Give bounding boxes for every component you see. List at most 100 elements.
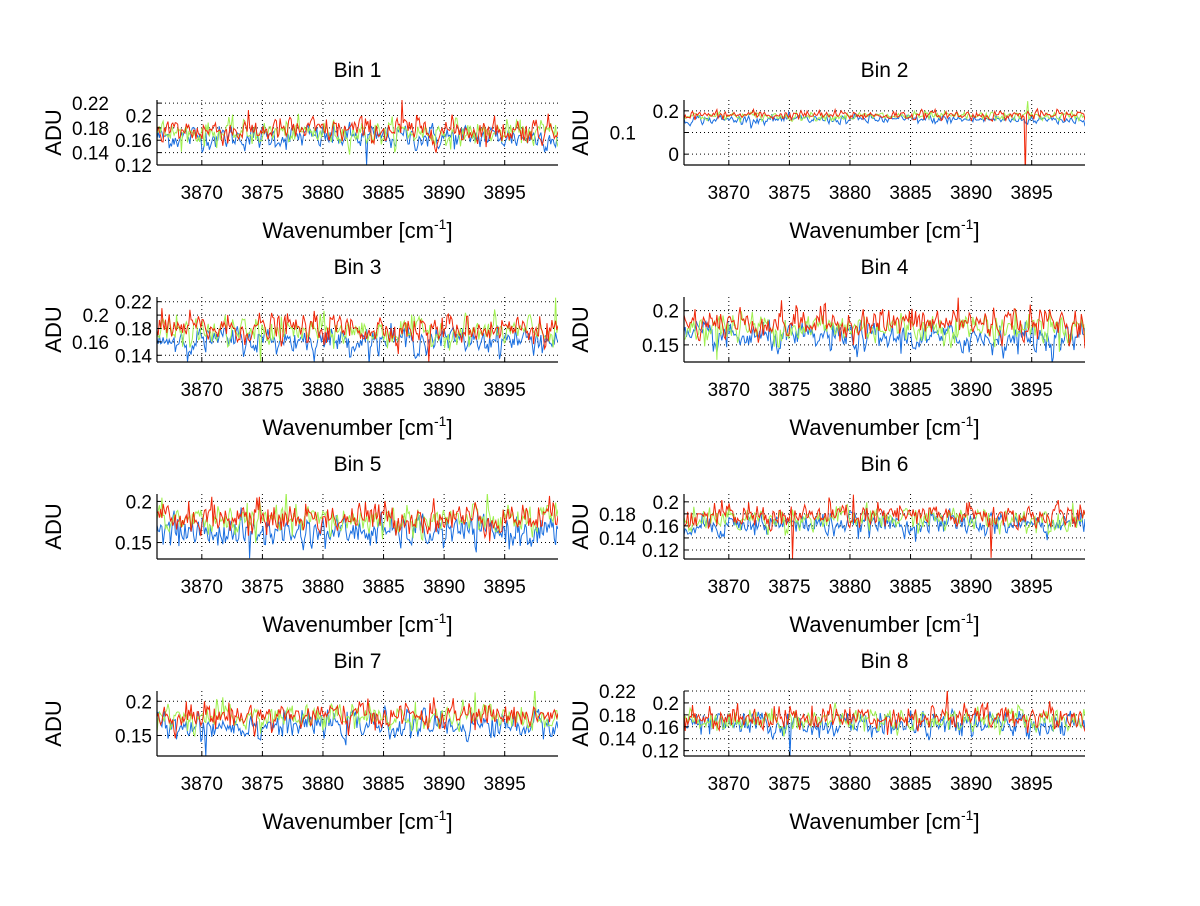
x-tick-label: 3880 [829, 774, 871, 795]
x-tick-label: 3870 [181, 380, 223, 401]
x-axis-label: Wavenumber [cm-1] [262, 610, 452, 637]
series-line-red [684, 107, 1085, 165]
series-line-blue [684, 707, 1085, 756]
y-tick-label: 0.2 [126, 692, 152, 713]
y-tick-label: 0.16 [72, 333, 109, 354]
x-axis-label-main: Wavenumber [cm [789, 218, 961, 243]
series-group [684, 691, 1085, 756]
series-line-red [684, 691, 1085, 735]
x-tick-label: 3870 [708, 380, 750, 401]
x-tick-label: 3880 [829, 380, 871, 401]
subplot-bin-5: 3870 3875 3880 3885 3890 3895 0.15 0.2 Bin 5 ADU W… [41, 453, 558, 637]
x-tick-label: 3875 [768, 577, 810, 598]
subplot-bin-7: 3870 3875 3880 3885 3890 3895 0.15 0.2 Bin 7 ADU W… [41, 650, 558, 834]
series-group [684, 494, 1085, 559]
x-tick-label: 3890 [950, 380, 992, 401]
x-axis-label-close: ] [446, 415, 452, 440]
y-axis-label: ADU [568, 700, 593, 746]
x-axis-label-sup: -1 [961, 807, 974, 823]
x-tick-label: 3895 [1011, 183, 1053, 204]
subplot-bin-3: 3870 3875 3880 3885 3890 3895 0.14 0.16 0.18 0.2 0… [41, 256, 558, 440]
subplot-bin-6: 3870 3875 3880 3885 3890 3895 0.12 0.14 0.16 0.18… [568, 453, 1085, 637]
x-axis-label-main: Wavenumber [cm [789, 415, 961, 440]
y-tick-label: 0.16 [642, 718, 679, 739]
x-tick-label: 3880 [302, 380, 344, 401]
series-line-blue [157, 323, 558, 362]
x-tick-label: 3875 [768, 774, 810, 795]
y-tick-label: 0.15 [642, 336, 679, 357]
x-axis-label-sup: -1 [434, 610, 447, 626]
y-tick-label: 0.2 [126, 106, 152, 127]
x-tick-label: 3870 [181, 183, 223, 204]
y-tick-label: 0.18 [599, 505, 636, 526]
subplot-title: Bin 7 [334, 650, 382, 673]
x-tick-label: 3885 [362, 774, 404, 795]
subplot-title: Bin 8 [861, 650, 909, 673]
series-line-red [684, 494, 1085, 559]
x-tick-label: 3895 [1011, 774, 1053, 795]
x-axis-label: Wavenumber [cm-1] [262, 216, 452, 243]
x-axis-label-close: ] [446, 218, 452, 243]
x-tick-label: 3880 [302, 577, 344, 598]
x-axis-label: Wavenumber [cm-1] [789, 216, 979, 243]
x-axis-label-main: Wavenumber [cm [262, 415, 434, 440]
x-tick-label: 3870 [708, 183, 750, 204]
series-line-red [157, 495, 558, 542]
y-tick-label: 0.16 [115, 131, 152, 152]
x-tick-label: 3895 [1011, 577, 1053, 598]
y-tick-label: 0.2 [126, 492, 152, 513]
series-group [157, 100, 558, 165]
y-tick-label: 0.2 [653, 493, 679, 514]
x-tick-label: 3890 [950, 774, 992, 795]
x-axis-label-sup: -1 [434, 413, 447, 429]
x-tick-label: 3890 [423, 774, 465, 795]
y-tick-label: 0.18 [72, 119, 109, 140]
series-line-green [684, 308, 1085, 360]
x-axis-label-sup: -1 [961, 216, 974, 232]
y-tick-label: 0.15 [115, 534, 152, 555]
x-axis-label-close: ] [973, 415, 979, 440]
series-group [684, 101, 1085, 165]
x-tick-label: 3890 [950, 577, 992, 598]
y-axis-label: ADU [41, 503, 66, 549]
series-line-red [684, 297, 1085, 349]
subplot-bin-4: 3870 3875 3880 3885 3890 3895 0.15 0.2 Bin 4 ADU W… [568, 256, 1085, 440]
y-axis-label: ADU [41, 306, 66, 352]
subplot-title: Bin 5 [334, 453, 382, 476]
subplot-bin-1: 3870 3875 3880 3885 3890 3895 0.12 0.14 0.16 0.18… [41, 59, 558, 243]
x-tick-label: 3880 [302, 774, 344, 795]
x-tick-label: 3890 [950, 183, 992, 204]
y-axis-label: ADU [568, 503, 593, 549]
y-tick-label: 0.2 [653, 102, 679, 123]
x-axis-label: Wavenumber [cm-1] [789, 413, 979, 440]
y-axis-label: ADU [41, 109, 66, 155]
series-line-red [157, 100, 558, 153]
y-tick-label: 0.18 [599, 706, 636, 727]
x-axis-label-sup: -1 [434, 807, 447, 823]
y-axis-label: ADU [41, 700, 66, 746]
x-tick-label: 3880 [829, 183, 871, 204]
x-tick-label: 3885 [889, 577, 931, 598]
x-tick-label: 3885 [362, 577, 404, 598]
y-tick-label: 0.12 [115, 156, 152, 177]
x-tick-label: 3875 [241, 577, 283, 598]
x-tick-label: 3895 [484, 183, 526, 204]
y-tick-label: 0.2 [653, 694, 679, 715]
x-axis-label-close: ] [446, 612, 452, 637]
y-tick-label: 0.12 [642, 742, 679, 763]
y-tick-label: 0 [668, 145, 679, 166]
x-tick-label: 3885 [362, 380, 404, 401]
x-tick-label: 3895 [484, 380, 526, 401]
x-tick-label: 3885 [889, 774, 931, 795]
series-group [684, 297, 1085, 362]
y-tick-label: 0.2 [653, 302, 679, 323]
x-tick-label: 3870 [708, 774, 750, 795]
y-tick-label: 0.15 [115, 726, 152, 747]
subplot-title: Bin 4 [861, 256, 909, 279]
subplot-title: Bin 3 [334, 256, 382, 279]
x-axis-label-main: Wavenumber [cm [262, 612, 434, 637]
x-axis-label: Wavenumber [cm-1] [789, 610, 979, 637]
x-axis-label: Wavenumber [cm-1] [262, 413, 452, 440]
subplot-title: Bin 6 [861, 453, 909, 476]
